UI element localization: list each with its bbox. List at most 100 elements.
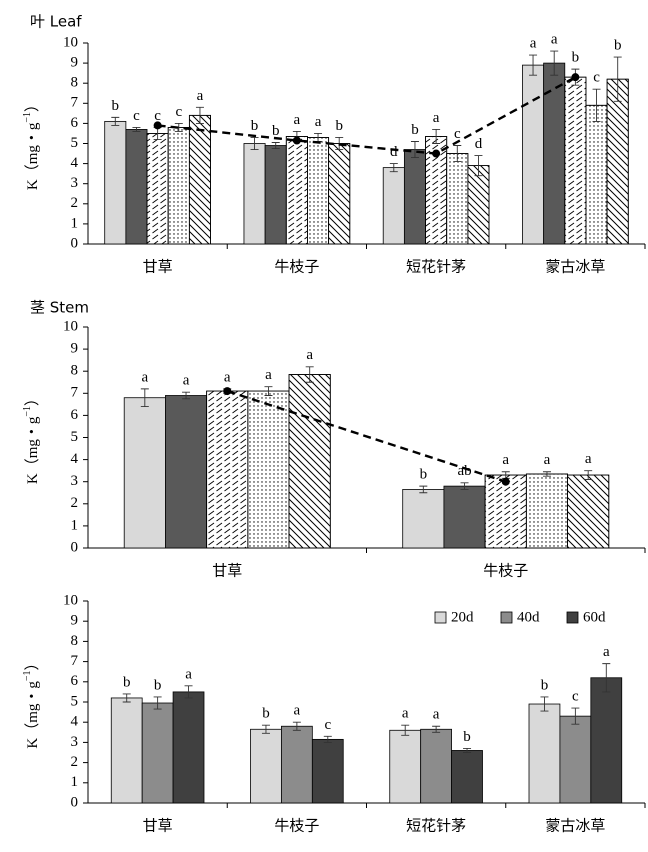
bar [420, 728, 452, 804]
error-bar [153, 696, 162, 710]
trend-point [571, 73, 580, 82]
x-tick-label: 蒙古冰草 [545, 258, 605, 276]
error-bar [132, 126, 141, 132]
bar [250, 728, 282, 804]
significance-letter: b [541, 677, 549, 693]
significance-letter: a [185, 666, 192, 682]
bar [281, 725, 313, 804]
bar [402, 489, 445, 549]
significance-letter: b [123, 674, 131, 690]
x-tick-label: 短花针茅 [406, 817, 466, 835]
bar-hatch [446, 153, 469, 245]
legend-label: 20d [451, 609, 474, 625]
x-tick-label: 牛枝子 [274, 817, 319, 835]
error-bar [182, 391, 191, 400]
error-bar [460, 482, 469, 490]
y-tick-label: 8 [71, 633, 79, 649]
y-axis-label-main: K（mg・g [24, 416, 41, 484]
bar [110, 697, 143, 804]
significance-letter: b [154, 677, 162, 693]
significance-letter: a [224, 369, 231, 385]
y-tick-label: 6 [71, 407, 79, 423]
y-tick-label: 3 [71, 175, 79, 191]
significance-letter: b [251, 118, 259, 134]
y-tick-label: 2 [71, 195, 79, 211]
bar [165, 395, 208, 549]
y-tick-label: 8 [71, 363, 79, 379]
significance-letter: b [420, 467, 428, 483]
y-axis-label-sup: −1 [22, 112, 33, 123]
significance-letter: b [411, 122, 419, 138]
panel-title: 茎 Stem [30, 299, 89, 317]
legend-swatch [566, 611, 579, 624]
significance-letter: b [614, 38, 622, 54]
significance-letter: b [262, 706, 270, 722]
significance-letter: a [433, 707, 440, 723]
bar [243, 143, 266, 245]
y-axis-label: K（mg・g−1） [22, 655, 41, 748]
bar-hatch [167, 127, 190, 245]
error-bar [419, 485, 428, 494]
bar [389, 729, 422, 804]
y-tick-label: 6 [71, 673, 79, 689]
y-tick-label: 1 [71, 774, 79, 790]
significance-letter: a [294, 112, 301, 128]
error-bar [250, 137, 259, 150]
y-tick-label: 10 [63, 34, 78, 50]
significance-letter: d [475, 136, 483, 152]
trend-line [157, 76, 576, 155]
x-tick-label: 短花针茅 [406, 258, 466, 276]
x-tick-label: 牛枝子 [274, 258, 319, 276]
bar [382, 167, 405, 245]
legend-label: 60d [583, 609, 606, 625]
significance-letter: c [572, 688, 579, 704]
error-bar [584, 470, 593, 480]
x-tick-label: 牛枝子 [483, 562, 528, 580]
trend-point [153, 121, 162, 130]
bar-hatch [606, 78, 629, 245]
significance-letter: c [324, 717, 331, 733]
bar-hatch [206, 390, 249, 549]
significance-letter: b [272, 123, 280, 139]
significance-letter: a [141, 369, 148, 385]
y-tick-label: 1 [71, 517, 79, 533]
y-axis-label: K（mg・g−1） [22, 391, 41, 484]
error-bar [292, 721, 301, 731]
bar-hatch [567, 474, 610, 549]
error-bar [529, 54, 538, 76]
y-tick-label: 4 [71, 451, 79, 467]
y-tick-label: 2 [71, 754, 79, 770]
error-bar [195, 106, 204, 124]
bar [559, 715, 592, 804]
error-bar [305, 366, 314, 383]
significance-letter: b [572, 50, 580, 66]
y-tick-label: 5 [71, 693, 79, 709]
significance-letter: a [265, 367, 272, 383]
bar [522, 64, 545, 245]
error-bar [602, 663, 611, 693]
significance-letter: a [306, 347, 313, 363]
y-tick-label: 10 [63, 318, 78, 334]
bar [443, 485, 486, 549]
error-bar [401, 724, 410, 736]
y-tick-label: 5 [71, 135, 79, 151]
significance-letter: d [390, 144, 398, 160]
bar [125, 129, 148, 245]
significance-letter: c [454, 126, 461, 142]
error-bar [122, 693, 131, 703]
bar [104, 120, 127, 245]
trend-line [226, 389, 507, 483]
error-bar [432, 725, 441, 733]
legend-swatch [434, 611, 447, 624]
y-tick-label: 7 [71, 95, 79, 111]
y-tick-label: 9 [71, 55, 79, 71]
bar-hatch [188, 114, 211, 245]
legend-swatch [500, 611, 513, 624]
significance-letter: c [593, 70, 600, 86]
y-tick-label: 0 [71, 539, 79, 555]
error-bar [453, 145, 462, 163]
x-tick-label: 甘草 [143, 258, 173, 276]
bar [311, 738, 344, 804]
bar [528, 703, 561, 804]
